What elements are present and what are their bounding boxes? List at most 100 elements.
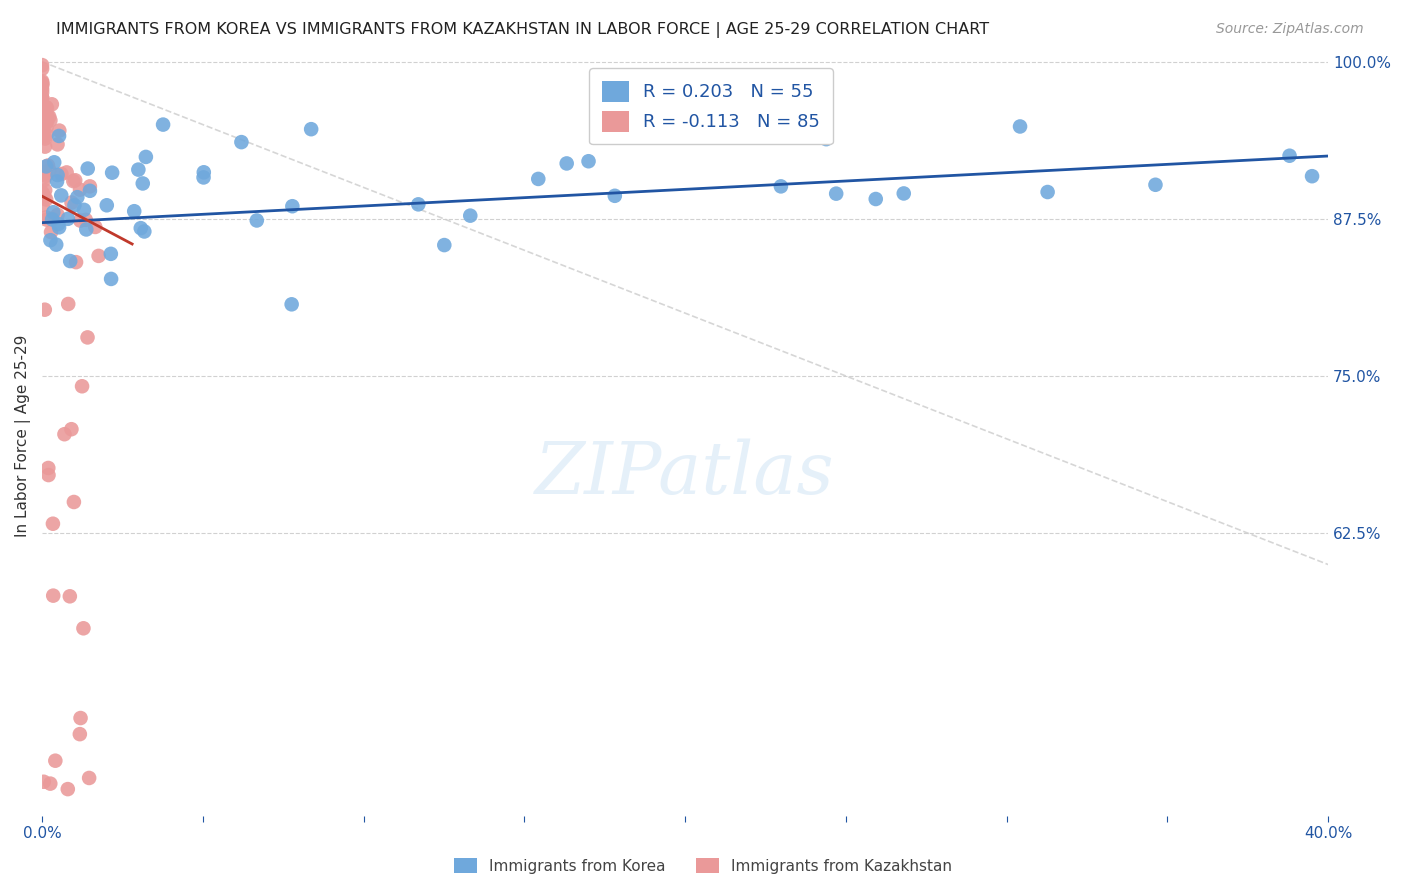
Point bbox=[39, 225, 62, 239]
Point bbox=[46, 174, 69, 188]
Point bbox=[1278, 149, 1301, 163]
Point bbox=[433, 238, 456, 252]
Point bbox=[41, 211, 63, 226]
Point bbox=[122, 204, 145, 219]
Point bbox=[1144, 178, 1167, 192]
Point bbox=[35, 128, 58, 143]
Point bbox=[32, 123, 55, 137]
Point bbox=[135, 150, 157, 164]
Point bbox=[555, 156, 578, 170]
Point bbox=[41, 212, 63, 227]
Point bbox=[31, 98, 53, 112]
Point bbox=[31, 123, 53, 137]
Point bbox=[66, 190, 89, 204]
Point bbox=[1301, 169, 1323, 184]
Point bbox=[70, 379, 93, 393]
Point bbox=[193, 165, 215, 179]
Point bbox=[31, 77, 53, 91]
Point bbox=[34, 139, 56, 153]
Point bbox=[37, 108, 59, 122]
Point bbox=[408, 197, 430, 211]
Point bbox=[825, 186, 848, 201]
Point bbox=[76, 161, 98, 176]
Point bbox=[45, 237, 67, 252]
Point bbox=[42, 205, 65, 219]
Point bbox=[46, 217, 69, 231]
Point bbox=[59, 254, 82, 268]
Point bbox=[56, 782, 79, 797]
Point bbox=[31, 78, 53, 92]
Point bbox=[69, 183, 91, 197]
Point bbox=[79, 179, 101, 194]
Point bbox=[60, 422, 83, 436]
Y-axis label: In Labor Force | Age 25-29: In Labor Force | Age 25-29 bbox=[15, 334, 31, 537]
Point bbox=[31, 62, 53, 76]
Text: Source: ZipAtlas.com: Source: ZipAtlas.com bbox=[1216, 22, 1364, 37]
Point bbox=[44, 155, 66, 169]
Point bbox=[51, 167, 73, 181]
Point bbox=[60, 195, 83, 210]
Point bbox=[63, 495, 86, 509]
Point bbox=[603, 189, 626, 203]
Legend: R = 0.203   N = 55, R = -0.113   N = 85: R = 0.203 N = 55, R = -0.113 N = 85 bbox=[589, 69, 832, 145]
Point bbox=[72, 621, 94, 635]
Point bbox=[37, 159, 59, 173]
Point bbox=[31, 74, 53, 88]
Point bbox=[34, 183, 56, 197]
Point bbox=[458, 209, 481, 223]
Point bbox=[37, 461, 59, 475]
Point bbox=[281, 199, 304, 213]
Point bbox=[69, 727, 91, 741]
Point bbox=[815, 132, 838, 146]
Point bbox=[46, 208, 69, 222]
Point bbox=[34, 302, 56, 317]
Point bbox=[280, 297, 302, 311]
Point bbox=[76, 330, 98, 344]
Point bbox=[35, 114, 58, 128]
Point bbox=[31, 90, 53, 104]
Point bbox=[63, 173, 86, 187]
Point bbox=[31, 58, 53, 72]
Point bbox=[31, 120, 53, 135]
Point bbox=[35, 120, 58, 135]
Point bbox=[299, 122, 322, 136]
Point bbox=[100, 272, 122, 286]
Point bbox=[31, 198, 53, 212]
Point bbox=[75, 212, 97, 227]
Point bbox=[31, 117, 53, 131]
Point bbox=[35, 193, 58, 207]
Point bbox=[32, 167, 55, 181]
Point bbox=[63, 198, 86, 212]
Point bbox=[193, 170, 215, 185]
Point bbox=[134, 225, 156, 239]
Point bbox=[101, 166, 124, 180]
Point bbox=[32, 165, 55, 179]
Point bbox=[527, 172, 550, 186]
Point bbox=[35, 211, 58, 225]
Point bbox=[35, 160, 58, 174]
Point bbox=[31, 78, 53, 93]
Point bbox=[42, 589, 65, 603]
Point bbox=[769, 179, 792, 194]
Point bbox=[129, 221, 152, 235]
Point bbox=[31, 82, 53, 96]
Point bbox=[31, 126, 53, 140]
Text: ZIPatlas: ZIPatlas bbox=[536, 439, 835, 509]
Point bbox=[55, 165, 77, 179]
Point bbox=[39, 233, 62, 247]
Point bbox=[31, 188, 53, 202]
Point bbox=[246, 213, 269, 227]
Point bbox=[893, 186, 915, 201]
Point bbox=[152, 118, 174, 132]
Point bbox=[59, 590, 82, 604]
Point bbox=[77, 771, 100, 785]
Point bbox=[39, 113, 62, 128]
Point bbox=[38, 110, 60, 124]
Point bbox=[62, 174, 84, 188]
Point bbox=[46, 168, 69, 182]
Point bbox=[127, 162, 149, 177]
Point bbox=[51, 188, 73, 202]
Point bbox=[35, 212, 58, 227]
Point bbox=[100, 247, 122, 261]
Point bbox=[1008, 120, 1031, 134]
